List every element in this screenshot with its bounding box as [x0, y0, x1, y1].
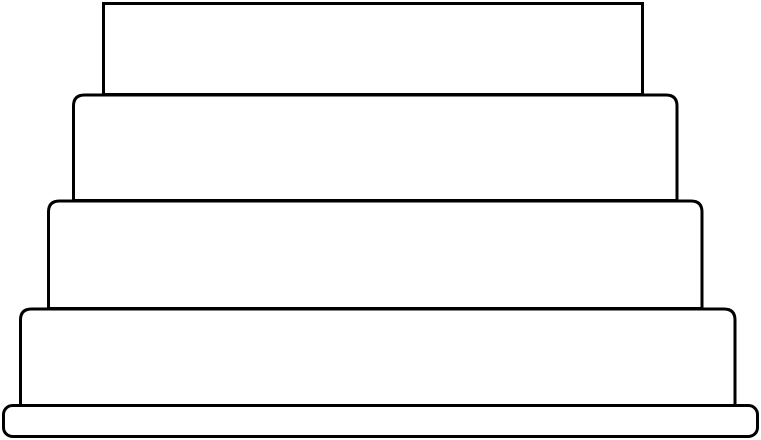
tier-2	[72, 93, 679, 202]
tier-4	[19, 307, 737, 407]
top-block	[102, 2, 644, 96]
base-plate	[2, 404, 759, 438]
tier-3	[47, 199, 704, 310]
